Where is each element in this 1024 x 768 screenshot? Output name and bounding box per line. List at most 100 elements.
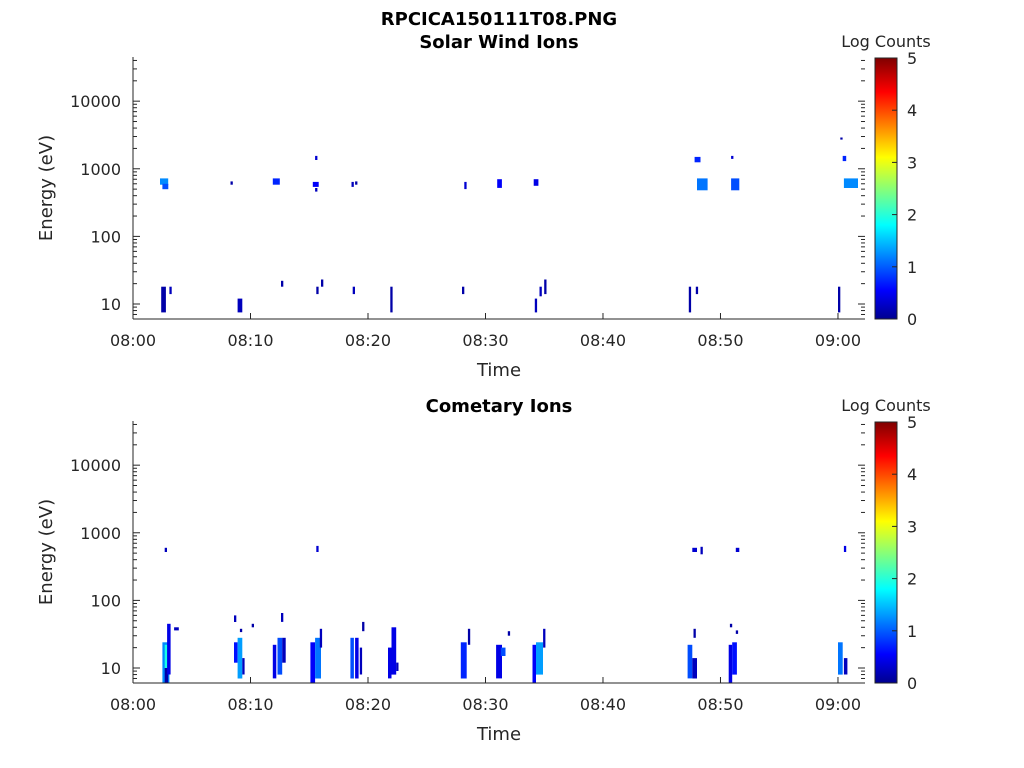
colorbar-tick-label: 0 [907, 674, 917, 693]
data-cell [460, 642, 467, 679]
data-cell [692, 658, 697, 679]
colorbar-tick-label: 5 [907, 413, 917, 432]
x-tick-label: 08:40 [580, 695, 626, 714]
data-cell [695, 286, 699, 295]
x-axis-label: Time [476, 360, 521, 381]
data-cell [362, 621, 365, 632]
data-cell [539, 286, 542, 297]
x-tick-label: 09:00 [815, 695, 861, 714]
data-cell [534, 298, 538, 313]
data-cell [319, 628, 323, 648]
data-cell [396, 662, 399, 671]
x-tick-label: 08:20 [345, 331, 391, 350]
data-cell [174, 627, 179, 631]
data-cell [843, 178, 858, 188]
data-cell [838, 642, 843, 675]
panel-title: Solar Wind Ions [419, 32, 578, 53]
y-tick-label: 10 [101, 659, 121, 678]
data-cell [281, 613, 284, 622]
data-cell [281, 280, 284, 287]
data-cell [242, 658, 245, 675]
data-cell [532, 644, 536, 683]
data-cell [160, 178, 169, 185]
data-cell [694, 156, 701, 163]
data-cell [692, 547, 697, 552]
data-cell [843, 545, 847, 552]
colorbar-tick-label: 3 [907, 153, 917, 172]
colorbar-gradient [874, 57, 898, 320]
data-cell [390, 286, 393, 313]
data-cell [315, 188, 318, 192]
data-cell [842, 155, 847, 162]
data-cell [693, 628, 696, 638]
data-cell [735, 630, 739, 634]
data-cell [234, 642, 238, 663]
data-cell [731, 155, 734, 159]
colorbar-tick-label: 4 [907, 101, 917, 120]
data-cell [355, 181, 358, 185]
x-tick-label: 08:30 [462, 695, 508, 714]
data-cell [162, 183, 169, 190]
data-cell [169, 286, 172, 295]
data-cell [352, 286, 355, 295]
data-cell [310, 642, 316, 683]
data-cell [277, 637, 283, 675]
x-tick-label: 08:40 [580, 331, 626, 350]
x-tick-label: 08:20 [345, 695, 391, 714]
data-cell [316, 545, 319, 552]
figure-title: RPCICA150111T08.PNG [381, 9, 617, 30]
colorbar-tick-label: 0 [907, 310, 917, 329]
colorbar-tick-label: 1 [907, 622, 917, 641]
x-tick-label: 08:30 [462, 331, 508, 350]
data-cell [272, 644, 277, 679]
data-cells [162, 545, 848, 683]
data-cell [735, 547, 740, 552]
panel-title: Cometary Ions [426, 396, 573, 417]
data-cell [697, 178, 708, 191]
panel-cometary: 08:00 08:10 08:20 08:30 08:40 08:50 09:0010100… [36, 396, 931, 745]
colorbar-label: Log Counts [841, 32, 931, 51]
y-axis-label: Energy (eV) [36, 499, 57, 605]
panel-solar-wind: 08:00 08:10 08:20 08:30 08:40 08:50 09:0010100… [36, 32, 931, 381]
colorbar-gradient [874, 421, 898, 684]
data-cell [239, 628, 243, 633]
x-tick-label: 08:10 [227, 331, 273, 350]
x-tick-label: 08:00 [110, 695, 156, 714]
colorbar-tick-label: 5 [907, 49, 917, 68]
data-cell [161, 286, 166, 313]
data-cell [164, 547, 167, 552]
colorbar-tick-label: 1 [907, 258, 917, 277]
y-tick-label: 10000 [70, 92, 121, 111]
data-cell [272, 178, 280, 185]
data-cell [350, 637, 354, 679]
data-cell [282, 637, 286, 663]
x-tick-label: 09:00 [815, 331, 861, 350]
y-tick-label: 10 [101, 295, 121, 314]
data-cell [164, 668, 169, 683]
colorbar-tick-label: 2 [907, 206, 917, 225]
x-axis-label: Time [476, 724, 521, 745]
y-tick-label: 1000 [80, 524, 121, 543]
data-cell [467, 628, 471, 645]
data-cell [462, 286, 465, 295]
data-cell [732, 642, 737, 675]
colorbar-tick-label: 3 [907, 517, 917, 536]
plot-area [133, 57, 865, 319]
data-cell [351, 181, 354, 187]
y-tick-label: 1000 [80, 160, 121, 179]
plot-area [133, 421, 865, 683]
y-axis-label: Energy (eV) [36, 135, 57, 241]
data-cell [543, 628, 546, 648]
colorbar-tick-label: 4 [907, 465, 917, 484]
data-cell [729, 623, 733, 628]
data-cell [237, 637, 243, 679]
data-cell [687, 644, 693, 679]
data-cell [315, 155, 318, 160]
y-tick-label: 10000 [70, 456, 121, 475]
data-cell [167, 623, 171, 675]
x-tick-label: 08:50 [697, 331, 743, 350]
data-cell [507, 631, 511, 636]
